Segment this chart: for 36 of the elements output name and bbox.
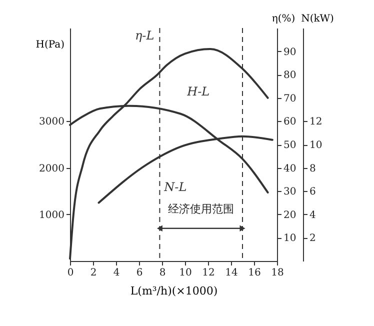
y3-tick-label: 10 [310,140,322,151]
annotation: 经济使用范围 [168,202,234,216]
y2-tick-label: 50 [284,140,296,151]
y-tick-label: 2000 [39,163,64,174]
x-tick-label: 10 [179,268,192,278]
x-tick-label: 8 [159,268,166,278]
y3-tick-label: 8 [310,163,316,174]
y2-tick-label: 70 [284,93,296,104]
y2-tick-label: 40 [284,163,296,174]
x-axis-title: L(m³/h)(×1000) [130,284,218,298]
x-tick-label: 6 [136,268,143,278]
text: η-L [134,28,154,42]
y2-tick-label: 10 [284,233,296,244]
y3-tick-label: 2 [310,233,316,244]
x-tick-label: 0 [67,268,74,278]
y3-axis-title: N(kW) [301,14,334,24]
series-label: H-L [186,84,210,99]
y3-tick-label: 4 [310,210,316,221]
y2-axis-title: η(%) [272,14,296,24]
y2-tick-label: 90 [284,46,296,58]
y-tick-label: 3000 [39,116,64,128]
series-label: N-L [163,180,187,194]
x-tick-label: 14 [225,268,238,278]
y-tick-label: 1000 [39,210,64,221]
x-tick-label: 16 [248,268,261,278]
y2-tick-label: 80 [284,70,296,82]
y2-tick-label: 60 [284,116,296,128]
y3-tick-label: 6 [310,186,316,198]
x-tick-label: 4 [113,268,120,278]
y3-tick-label: 12 [310,116,322,128]
y2-tick-label: 30 [284,186,296,198]
x-tick-label: 2 [90,268,97,278]
y-axis-title: H(Pa) [36,40,65,50]
x-tick-label: 18 [271,268,284,278]
y2-tick-label: 20 [284,210,296,221]
x-tick-label: 12 [202,268,215,278]
